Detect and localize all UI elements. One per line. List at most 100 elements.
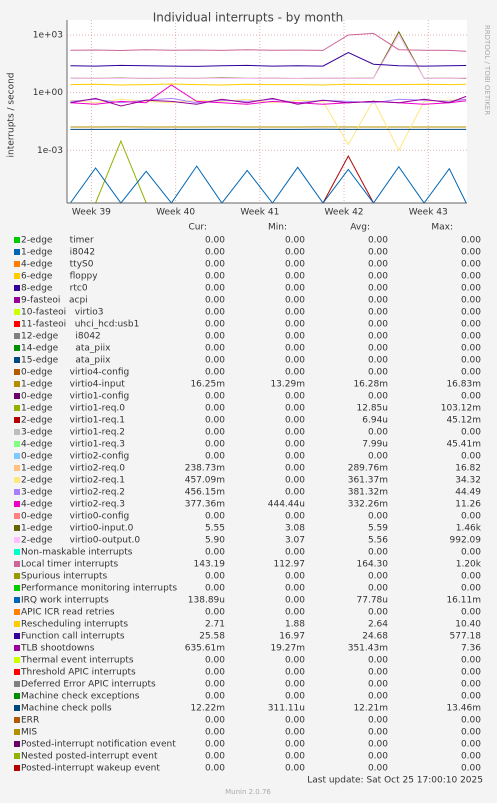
legend-stat: 10.40 xyxy=(455,620,481,630)
legend-swatch xyxy=(14,345,20,351)
legend-stat: 103.12m xyxy=(441,404,481,414)
legend-stat: 0.00 xyxy=(285,248,305,258)
legend-name: 10-fasteoi virtio3 xyxy=(21,308,104,318)
legend-stat: 0.00 xyxy=(285,656,305,666)
legend-swatch xyxy=(14,765,20,771)
legend-stat: 0.00 xyxy=(461,764,481,774)
legend-swatch xyxy=(14,453,20,459)
legend-name: 14-edge ata_piix xyxy=(21,344,111,354)
x-tick-label: Week 42 xyxy=(325,208,364,218)
legend-stat: 77.78u xyxy=(357,596,388,606)
legend-stat: 7.99u xyxy=(362,440,388,450)
legend-stat: 0.00 xyxy=(368,248,388,258)
y-tick-label: 1e+03 xyxy=(33,30,63,40)
legend-stat: 0.00 xyxy=(461,428,481,438)
legend-header: Avg: xyxy=(350,223,370,233)
legend-stat: 0.00 xyxy=(461,392,481,402)
legend-stat: 0.00 xyxy=(285,764,305,774)
legend-stat: 0.00 xyxy=(368,692,388,702)
series-line xyxy=(70,83,467,86)
legend-stat: 0.00 xyxy=(285,344,305,354)
legend-stat: 351.43m xyxy=(348,644,388,654)
legend-stat: 0.00 xyxy=(368,272,388,282)
legend-stat: 0.00 xyxy=(285,236,305,246)
legend-stat: 0.00 xyxy=(205,548,225,558)
legend-swatch xyxy=(14,501,20,507)
legend-stat: 11.26 xyxy=(455,500,481,510)
legend-swatch xyxy=(14,525,20,531)
y-tick-label: 1e-03 xyxy=(37,146,63,156)
legend-swatch xyxy=(14,741,20,747)
legend-name: Posted-interrupt notification event xyxy=(21,740,176,750)
legend-name: 9-fasteoi acpi xyxy=(21,296,88,306)
legend-name: 4-edge virtio1-req.3 xyxy=(21,440,125,450)
legend-name: 1-edge virtio2-req.0 xyxy=(21,464,125,474)
legend-stat: 0.00 xyxy=(368,740,388,750)
legend-swatch xyxy=(14,693,20,699)
legend-name: Nested posted-interrupt event xyxy=(21,752,158,762)
legend-stat: 0.00 xyxy=(285,464,305,474)
legend-swatch xyxy=(14,537,20,543)
legend-stat: 0.00 xyxy=(368,284,388,294)
legend-stat: 0.00 xyxy=(461,584,481,594)
legend-name: 3-edge virtio2-req.2 xyxy=(21,488,125,498)
legend-stat: 0.00 xyxy=(285,512,305,522)
legend-stat: 0.00 xyxy=(368,608,388,618)
generator: Munin 2.0.76 xyxy=(225,788,271,796)
legend-stat: 0.00 xyxy=(285,272,305,282)
legend-swatch xyxy=(14,309,20,315)
legend-stat: 1.46k xyxy=(456,524,482,534)
legend-stat: 238.73m xyxy=(185,464,225,474)
legend-stat: 0.00 xyxy=(461,452,481,462)
x-tick-label: Week 40 xyxy=(156,208,195,218)
legend-stat: 0.00 xyxy=(205,440,225,450)
legend-stat: 0.00 xyxy=(205,284,225,294)
legend-stat: 0.00 xyxy=(368,296,388,306)
legend-swatch xyxy=(14,465,20,471)
legend-name: Non-maskable interrupts xyxy=(21,548,133,558)
legend-stat: 0.00 xyxy=(205,716,225,726)
legend-stat: 0.00 xyxy=(205,260,225,270)
legend-stat: 0.00 xyxy=(285,584,305,594)
legend-stat: 0.00 xyxy=(285,368,305,378)
legend-swatch xyxy=(14,489,20,495)
legend-stat: 361.37m xyxy=(348,476,388,486)
legend-stat: 0.00 xyxy=(285,548,305,558)
legend-stat: 16.82 xyxy=(455,464,481,474)
legend-stat: 444.44u xyxy=(268,500,305,510)
legend-stat: 0.00 xyxy=(205,512,225,522)
legend-stat: 7.36 xyxy=(461,644,481,654)
legend-stat: 0.00 xyxy=(461,248,481,258)
legend-stat: 164.30 xyxy=(357,560,389,570)
legend-stat: 138.89u xyxy=(188,596,225,606)
legend-stat: 2.64 xyxy=(368,620,388,630)
legend-header: Min: xyxy=(268,223,287,233)
legend-stat: 0.00 xyxy=(205,668,225,678)
legend-stat: 0.00 xyxy=(285,608,305,618)
legend-name: Performance monitoring interrupts xyxy=(21,584,177,594)
legend-stat: 0.00 xyxy=(205,428,225,438)
legend-stat: 0.00 xyxy=(368,320,388,330)
legend-name: Thermal event interrupts xyxy=(20,656,134,666)
legend-stat: 0.00 xyxy=(205,752,225,762)
legend-stat: 0.00 xyxy=(285,392,305,402)
legend-name: 11-fasteoi uhci_hcd:usb1 xyxy=(21,320,139,330)
legend-stat: 0.00 xyxy=(205,272,225,282)
legend-stat: 377.36m xyxy=(185,500,225,510)
legend-name: Rescheduling interrupts xyxy=(21,620,128,630)
legend-stat: 0.00 xyxy=(285,296,305,306)
legend-stat: 0.00 xyxy=(368,368,388,378)
side-label: RRDTOOL / TOBI OETIKER xyxy=(483,25,491,115)
legend-stat: 0.00 xyxy=(205,584,225,594)
legend-swatch xyxy=(14,261,20,267)
legend-stat: 0.00 xyxy=(368,752,388,762)
legend-name: 2-edge timer xyxy=(21,236,94,246)
legend-stat: 0.00 xyxy=(368,668,388,678)
legend-name: 8-edge rtc0 xyxy=(21,284,88,294)
legend-swatch xyxy=(14,273,20,279)
legend-stat: 0.00 xyxy=(461,332,481,342)
legend-stat: 143.19 xyxy=(194,560,226,570)
legend-swatch xyxy=(14,657,20,663)
legend-name: Machine check exceptions xyxy=(21,692,140,702)
legend-stat: 6.94u xyxy=(362,416,388,426)
